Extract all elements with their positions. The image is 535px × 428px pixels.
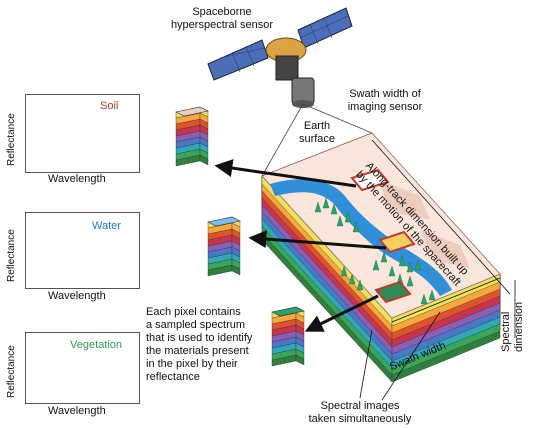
sensor-label: Spaceborne hyperspectral sensor (170, 6, 274, 31)
pixel-markers (350, 168, 416, 304)
tree-icon (380, 251, 388, 263)
vegetation-plot-title: Vegetation (70, 339, 122, 351)
dimension-lines (359, 139, 516, 401)
stack-top (175, 106, 209, 117)
spectral-dimension-label: Spectral dimension (500, 301, 525, 352)
tree-icon (336, 215, 344, 227)
water-y-label: Reflectance (6, 229, 17, 282)
tree-icon (322, 197, 330, 209)
tree-icon (406, 261, 414, 273)
water-spectrum-stack (207, 216, 241, 277)
tree-icon (372, 259, 380, 271)
stack-top (271, 306, 305, 317)
water-x-label: Wavelength (48, 290, 106, 302)
tree-icon (420, 293, 428, 305)
tree-icon (348, 273, 356, 285)
tree-icon (388, 265, 396, 277)
tree-icon (414, 259, 422, 271)
tree-icon (356, 279, 364, 291)
vegetation-spectrum-stack (271, 306, 305, 367)
earth-surface-top (261, 132, 501, 319)
pixel-description: Each pixel contains a sampled spectrum t… (146, 306, 253, 383)
spectral-images-label: Spectral images taken simultaneously (308, 400, 412, 425)
vegetation-y-label: Reflectance (6, 345, 17, 398)
soil-y-label: Reflectance (6, 113, 17, 166)
vegetation-plot (25, 332, 140, 404)
tree-icon (398, 255, 406, 267)
tree-icon (352, 221, 360, 233)
tree-icon (428, 289, 436, 301)
swath-width-imaging-label: Swath width of imaging sensor (347, 88, 423, 113)
tree-icon (406, 275, 414, 287)
tree-icon (340, 265, 348, 277)
tree-icon (330, 203, 338, 215)
tree-icon (344, 211, 352, 223)
pixel-arrows (214, 159, 387, 332)
soil-x-label: Wavelength (48, 173, 106, 185)
image-cube-layers (261, 175, 501, 383)
satellite-icon (207, 7, 353, 108)
soil-plot-title: Soil (100, 100, 119, 112)
water-plot-title: Water (92, 220, 121, 232)
soil-plot (25, 94, 140, 173)
soil-spectrum-stack (175, 106, 209, 167)
stack-top (207, 216, 241, 227)
earth-surface-label: Earth surface (298, 120, 336, 145)
water-plot (25, 212, 140, 289)
vegetation-x-label: Wavelength (48, 405, 106, 417)
tree-icon (314, 201, 322, 213)
